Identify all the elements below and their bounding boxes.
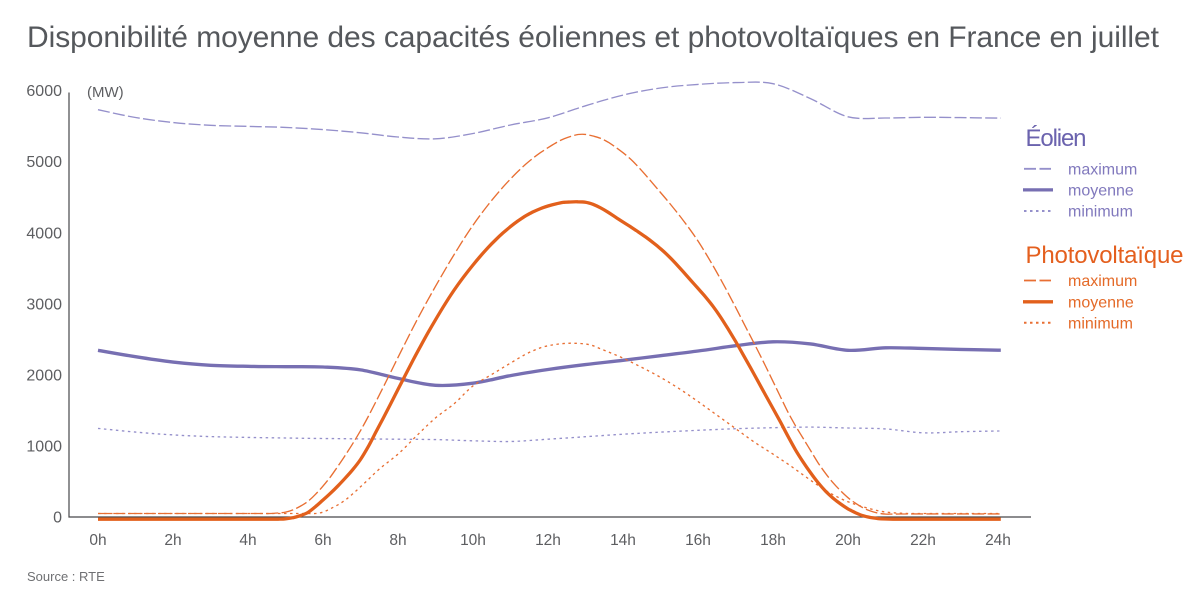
svg-text:Photovoltaïque: Photovoltaïque bbox=[1026, 242, 1184, 269]
svg-text:4h: 4h bbox=[239, 532, 256, 549]
svg-text:Disponibilité moyenne des capa: Disponibilité moyenne des capacités éoli… bbox=[27, 21, 1160, 54]
svg-text:minimum: minimum bbox=[1068, 315, 1133, 332]
svg-text:maximum: maximum bbox=[1068, 273, 1137, 290]
svg-text:8h: 8h bbox=[389, 532, 406, 549]
svg-text:14h: 14h bbox=[610, 532, 636, 549]
svg-text:0h: 0h bbox=[89, 532, 106, 549]
svg-text:24h: 24h bbox=[985, 532, 1011, 549]
svg-text:12h: 12h bbox=[535, 532, 561, 549]
svg-text:minimum: minimum bbox=[1068, 204, 1133, 221]
svg-text:1000: 1000 bbox=[26, 439, 62, 456]
svg-text:3000: 3000 bbox=[26, 296, 62, 313]
svg-text:moyenne: moyenne bbox=[1068, 182, 1134, 199]
svg-text:2h: 2h bbox=[164, 532, 181, 549]
svg-text:Éolien: Éolien bbox=[1026, 125, 1087, 152]
svg-text:2000: 2000 bbox=[26, 368, 62, 385]
svg-text:18h: 18h bbox=[760, 532, 786, 549]
svg-text:6000: 6000 bbox=[26, 83, 62, 100]
svg-text:10h: 10h bbox=[460, 532, 486, 549]
svg-text:22h: 22h bbox=[910, 532, 936, 549]
svg-text:6h: 6h bbox=[314, 532, 331, 549]
svg-text:20h: 20h bbox=[835, 532, 861, 549]
svg-text:moyenne: moyenne bbox=[1068, 294, 1134, 311]
svg-text:(MW): (MW) bbox=[87, 84, 124, 101]
svg-text:0: 0 bbox=[53, 510, 62, 527]
svg-text:maximum: maximum bbox=[1068, 161, 1137, 178]
svg-text:16h: 16h bbox=[685, 532, 711, 549]
svg-text:4000: 4000 bbox=[26, 225, 62, 242]
svg-text:5000: 5000 bbox=[26, 154, 62, 171]
svg-text:Source : RTE: Source : RTE bbox=[27, 569, 105, 584]
